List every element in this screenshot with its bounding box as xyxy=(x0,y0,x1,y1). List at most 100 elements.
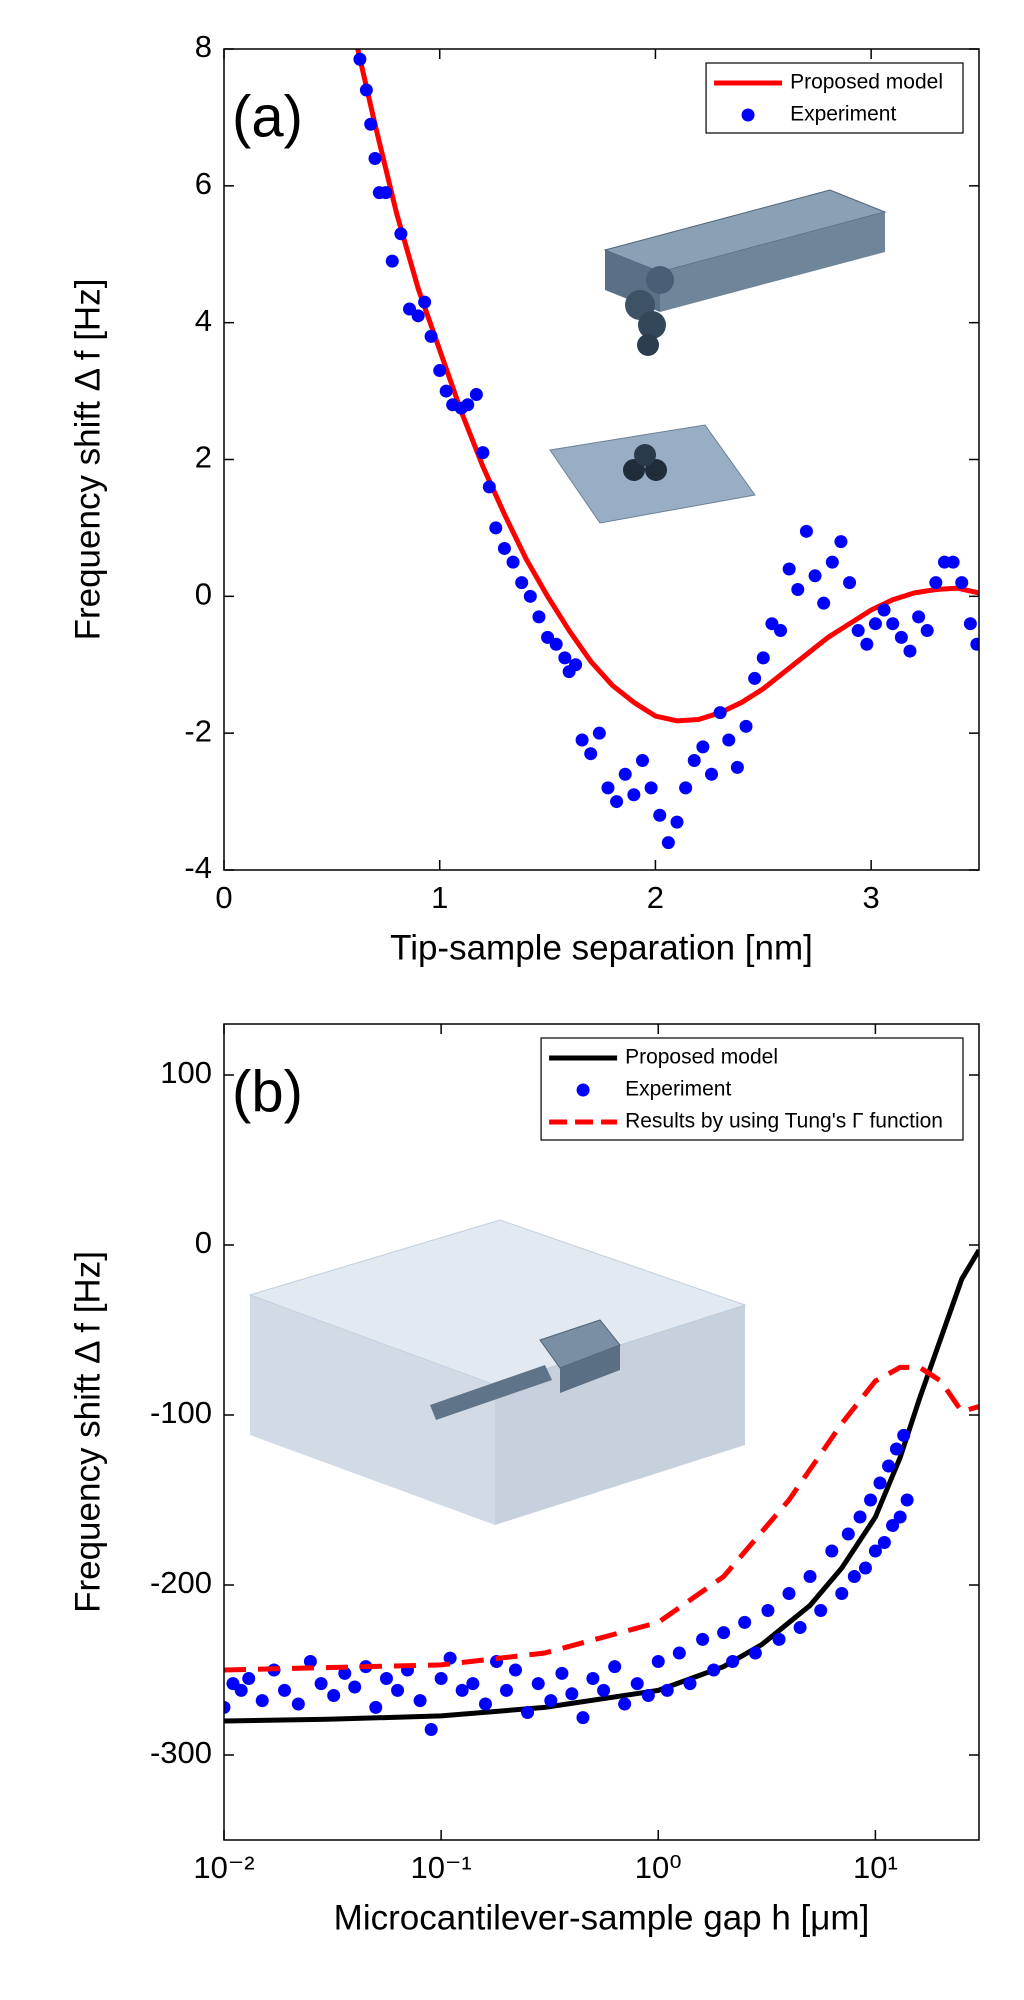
data-point xyxy=(886,1519,900,1532)
data-point xyxy=(368,151,382,165)
y-tick-label: 0 xyxy=(195,1225,212,1260)
data-point xyxy=(443,1651,457,1665)
data-point xyxy=(586,1672,600,1685)
data-point xyxy=(873,1476,887,1490)
data-point xyxy=(661,836,675,850)
data-point xyxy=(532,610,546,624)
data-point xyxy=(558,651,572,665)
data-point xyxy=(569,658,583,672)
data-point xyxy=(717,1626,731,1640)
data-point xyxy=(255,1694,269,1708)
data-point xyxy=(424,329,438,343)
y-tick-label: 100 xyxy=(160,1055,212,1090)
data-point xyxy=(364,117,378,131)
data-point xyxy=(327,1689,341,1702)
data-point xyxy=(894,630,908,644)
data-point xyxy=(523,589,537,603)
cantilever-beam xyxy=(430,1365,552,1420)
data-point xyxy=(592,726,606,740)
data-point xyxy=(379,1672,393,1685)
data-point xyxy=(858,1561,872,1575)
data-point xyxy=(726,1655,740,1668)
cantilever-front xyxy=(660,212,885,312)
data-point xyxy=(353,52,367,66)
data-point xyxy=(722,733,736,747)
y-tick-label: 8 xyxy=(195,29,212,64)
plot-area xyxy=(224,1248,979,1736)
data-point xyxy=(565,1687,579,1701)
data-point xyxy=(434,1672,448,1685)
data-point xyxy=(618,767,632,781)
data-point xyxy=(618,1697,632,1711)
data-point xyxy=(803,1570,817,1583)
tip-atom xyxy=(646,266,674,294)
data-point xyxy=(808,569,822,583)
data-point xyxy=(379,186,393,200)
data-point xyxy=(834,535,848,549)
y-tick-label: 6 xyxy=(195,166,212,201)
data-point xyxy=(963,617,977,631)
data-point xyxy=(234,1683,248,1697)
y-tick-label: 0 xyxy=(195,577,212,612)
data-point xyxy=(597,1683,611,1697)
data-point xyxy=(782,1587,796,1600)
x-tick-label: 10⁻² xyxy=(193,1850,254,1885)
data-point xyxy=(651,1655,665,1668)
data-point xyxy=(497,541,511,555)
fluid-right xyxy=(495,1305,745,1525)
data-point xyxy=(897,1428,911,1442)
data-point xyxy=(424,1723,438,1736)
x-tick-label: 2 xyxy=(647,880,664,915)
data-point xyxy=(242,1672,256,1685)
data-point xyxy=(515,576,529,590)
data-point xyxy=(825,555,839,569)
data-point xyxy=(738,1615,752,1629)
data-point xyxy=(411,309,425,323)
data-point xyxy=(499,1683,513,1697)
data-point xyxy=(864,1493,878,1507)
data-point xyxy=(847,1570,861,1583)
data-point xyxy=(696,740,710,754)
data-point xyxy=(489,521,503,535)
data-point xyxy=(413,1694,427,1708)
data-point xyxy=(224,1700,231,1714)
y-tick-label: -300 xyxy=(150,1735,212,1770)
data-point xyxy=(893,1510,907,1524)
data-point xyxy=(391,1683,405,1697)
x-tick-label: 0 xyxy=(215,880,232,915)
plot-area xyxy=(353,49,979,850)
data-point xyxy=(739,719,753,733)
legend-label: Proposed model xyxy=(625,1046,778,1069)
data-point xyxy=(886,617,900,631)
data-point xyxy=(843,576,857,590)
panel-annotation: (a) xyxy=(232,84,303,149)
x-axis-label: Microcantilever-sample gap h [μm] xyxy=(334,1898,870,1937)
data-point xyxy=(303,1655,317,1668)
data-point xyxy=(868,1544,882,1558)
data-point xyxy=(814,1604,828,1617)
data-point xyxy=(672,1646,686,1660)
data-point xyxy=(889,1442,903,1456)
data-point xyxy=(630,1677,644,1691)
data-point xyxy=(841,1527,855,1541)
data-point xyxy=(696,1632,710,1646)
data-point xyxy=(903,644,917,658)
data-point xyxy=(506,555,520,569)
legend-label: Experiment xyxy=(790,103,896,126)
data-point xyxy=(772,1632,786,1646)
x-tick-label: 10⁻¹ xyxy=(411,1850,472,1885)
data-point xyxy=(653,808,667,822)
legend-label: Proposed model xyxy=(790,71,943,94)
data-point xyxy=(970,637,979,651)
x-tick-label: 10¹ xyxy=(853,1850,898,1885)
data-point xyxy=(627,788,641,802)
data-point xyxy=(610,795,624,809)
model-line xyxy=(224,1248,979,1724)
data-point xyxy=(748,1646,762,1660)
legend-marker xyxy=(741,108,755,122)
y-tick-label: 4 xyxy=(195,303,212,338)
y-tick-label: -100 xyxy=(150,1395,212,1430)
data-point xyxy=(912,610,926,624)
data-point xyxy=(868,617,882,631)
